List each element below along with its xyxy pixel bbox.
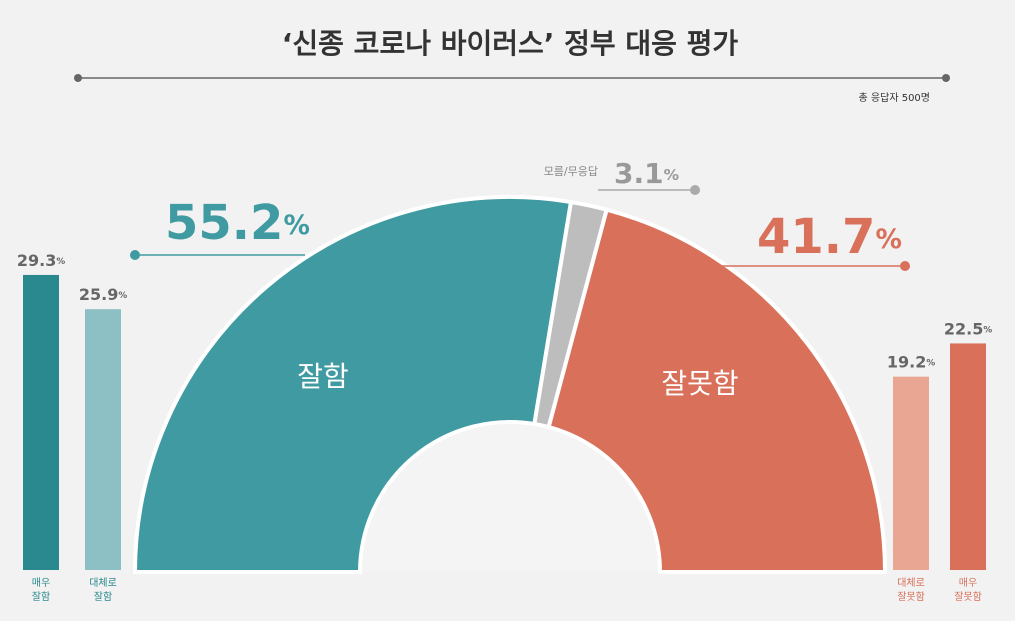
- category-label: 매우 잘못함: [954, 578, 982, 603]
- bar: [85, 309, 121, 570]
- bar: [950, 343, 986, 570]
- callout-dot: [690, 185, 700, 195]
- callout-dot: [130, 250, 140, 260]
- segment-label: 모름/무응답: [544, 165, 598, 178]
- inner-area: [362, 424, 658, 572]
- value-label: 29.3%: [17, 250, 65, 269]
- segment-label: 잘못함: [661, 367, 738, 400]
- title: ‘신종 코로나 바이러스’ 정부 대응 평가: [282, 27, 739, 60]
- value-label: 19.2%: [887, 352, 935, 371]
- bar: [23, 274, 59, 570]
- note: 총 응답자 500명: [859, 92, 930, 104]
- rule-dot: [942, 74, 950, 82]
- bar: [893, 376, 929, 570]
- value-label: 55.2%: [165, 195, 310, 251]
- category-label: 대체로 잘함: [89, 578, 117, 603]
- value-label: 3.1%: [614, 157, 679, 190]
- segment-label: 잘함: [297, 360, 349, 393]
- value-label: 41.7%: [757, 209, 902, 265]
- category-label: 대체로 잘못함: [897, 578, 925, 603]
- category-label: 매우 잘함: [31, 578, 51, 603]
- donut-segment: [546, 207, 888, 574]
- callout-dot: [900, 261, 910, 271]
- donut-segment: [132, 195, 574, 574]
- rule-dot: [74, 74, 82, 82]
- value-label: 22.5%: [944, 319, 992, 338]
- value-label: 25.9%: [79, 285, 127, 304]
